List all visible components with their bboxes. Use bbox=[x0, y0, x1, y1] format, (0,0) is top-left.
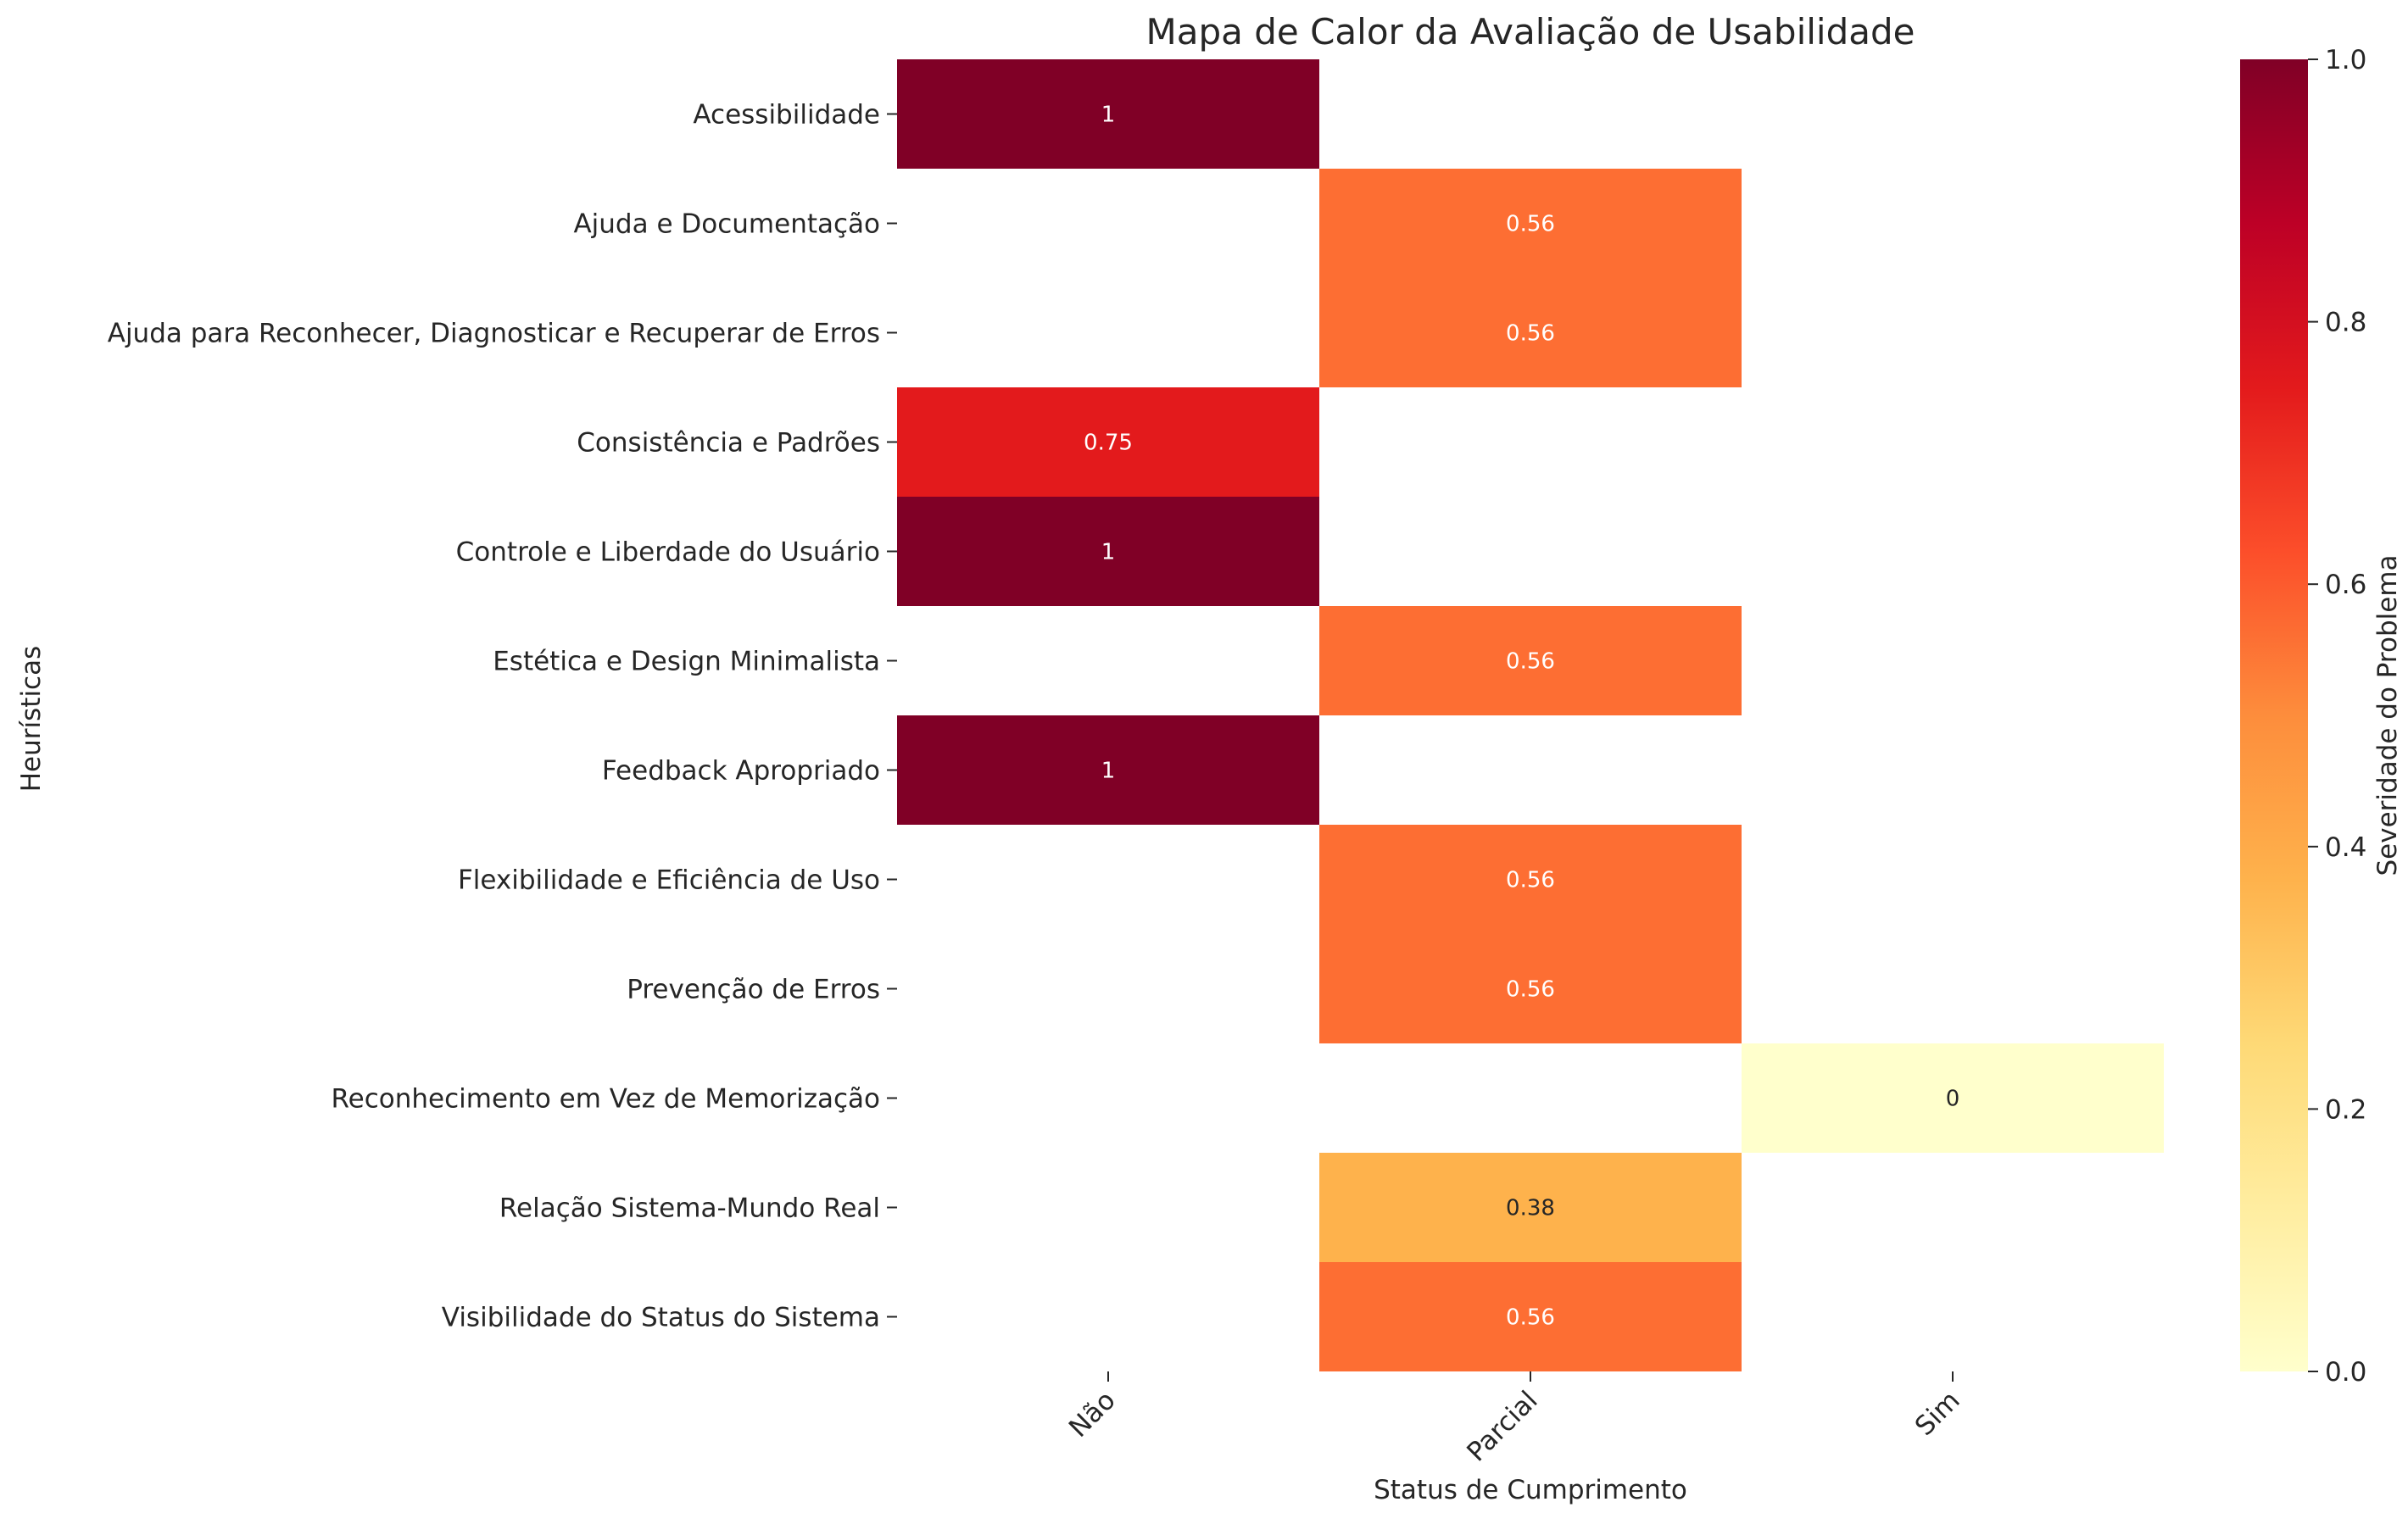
heatmap-cell bbox=[897, 497, 1319, 606]
colorbar-tick-label: 0.4 bbox=[2325, 832, 2366, 863]
heatmap-cell bbox=[897, 387, 1319, 497]
x-axis-label: Status de Cumprimento bbox=[1374, 1475, 1687, 1505]
y-tick-label: Ajuda e Documentação bbox=[573, 209, 880, 240]
y-tick-label: Estética e Design Minimalista bbox=[493, 647, 880, 677]
heatmap-cell bbox=[1319, 169, 1742, 278]
heatmap-cell bbox=[1319, 934, 1742, 1043]
cell-value-label: 0.56 bbox=[1506, 649, 1555, 675]
cell-value-label: 1 bbox=[1101, 540, 1116, 565]
y-tick-label: Ajuda para Reconhecer, Diagnosticar e Re… bbox=[108, 319, 880, 349]
colorbar-tick-label: 0.6 bbox=[2325, 570, 2366, 600]
y-tick-label: Prevenção de Erros bbox=[627, 975, 880, 1005]
x-tick-label: Não bbox=[1063, 1385, 1122, 1443]
y-axis-label: Heurísticas bbox=[16, 646, 47, 793]
heatmap-cell bbox=[1319, 1153, 1742, 1262]
cell-value-label: 0.56 bbox=[1506, 977, 1555, 1003]
heatmap-cell bbox=[1319, 278, 1742, 387]
heatmap-cell bbox=[897, 715, 1319, 825]
heatmap-cell bbox=[1319, 825, 1742, 934]
colorbar-label: Severidade do Problema bbox=[2372, 554, 2403, 876]
y-tick-label: Feedback Apropriado bbox=[602, 756, 880, 787]
cell-value-label: 0.56 bbox=[1506, 321, 1555, 347]
cell-value-label: 0.75 bbox=[1084, 431, 1133, 456]
y-tick-label: Consistência e Padrões bbox=[577, 428, 880, 459]
cell-value-label: 0 bbox=[1946, 1087, 1960, 1112]
y-tick-label: Flexibilidade e Eficiência de Uso bbox=[458, 865, 880, 896]
y-tick-label: Relação Sistema-Mundo Real bbox=[499, 1193, 880, 1224]
colorbar-tick-label: 1.0 bbox=[2325, 45, 2366, 75]
cell-value-label: 0.56 bbox=[1506, 1305, 1555, 1331]
heatmap-cell bbox=[1319, 1262, 1742, 1371]
x-tick-label: Sim bbox=[1909, 1385, 1966, 1442]
heatmap-cell bbox=[1742, 1043, 2164, 1153]
y-tick-label: Controle e Liberdade do Usuário bbox=[456, 537, 880, 568]
colorbar-gradient bbox=[2240, 59, 2308, 1371]
y-tick-label: Acessibilidade bbox=[693, 100, 880, 131]
x-tick-label: Parcial bbox=[1461, 1385, 1543, 1467]
cell-value-label: 0.38 bbox=[1506, 1196, 1555, 1221]
colorbar: 0.0 0.2 0.4 0.6 0.8 1.0 bbox=[2240, 45, 2366, 1388]
colorbar-tick-label: 0.0 bbox=[2325, 1357, 2366, 1388]
y-tick-label: Reconhecimento em Vez de Memorização bbox=[332, 1084, 881, 1115]
cell-value-label: 1 bbox=[1101, 759, 1116, 784]
chart-title: Mapa de Calor da Avaliação de Usabilidad… bbox=[1146, 11, 1915, 53]
heatmap-cell bbox=[1319, 606, 1742, 715]
cell-value-label: 0.56 bbox=[1506, 212, 1555, 237]
colorbar-tick-label: 0.2 bbox=[2325, 1094, 2366, 1125]
heatmap-cell bbox=[897, 59, 1319, 169]
y-tick-label: Visibilidade do Status do Sistema bbox=[442, 1303, 880, 1333]
cell-value-label: 1 bbox=[1101, 103, 1116, 128]
cell-value-label: 0.56 bbox=[1506, 868, 1555, 893]
colorbar-tick-label: 0.8 bbox=[2325, 308, 2366, 338]
